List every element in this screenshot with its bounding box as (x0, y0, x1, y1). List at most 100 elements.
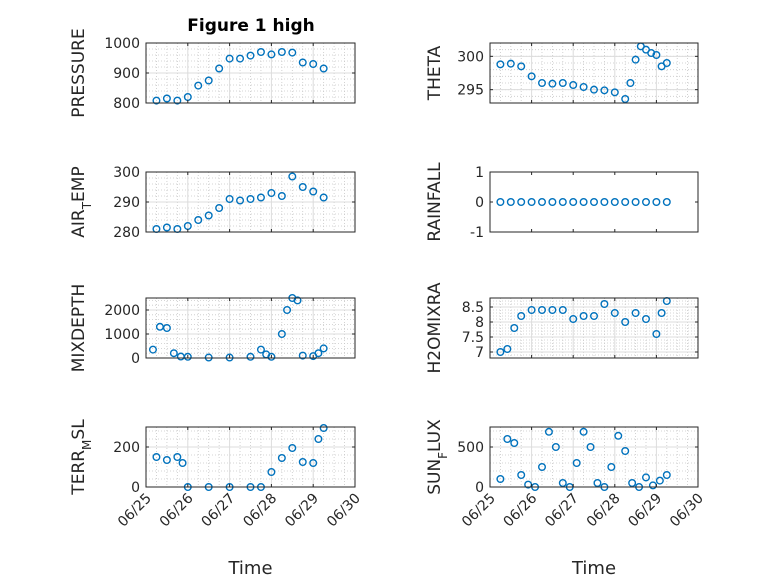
data-point (503, 435, 512, 444)
data-point (496, 475, 505, 484)
data-point (194, 215, 203, 224)
data-point (267, 352, 276, 361)
data-point (662, 59, 671, 68)
data-point (256, 345, 265, 354)
data-point (298, 182, 307, 191)
y-tick-label: 500 (457, 440, 484, 456)
data-point (586, 443, 595, 452)
axes-box (145, 426, 356, 488)
data-point (614, 431, 623, 440)
y-axis-label: AIRTEMP (69, 166, 94, 237)
data-point (621, 197, 630, 206)
data-point (527, 72, 536, 81)
x-axis-label: Time (227, 558, 272, 579)
data-point (288, 48, 297, 57)
data-point (314, 435, 323, 444)
data-point (544, 427, 553, 436)
y-axis-label: RAINFALL (425, 162, 445, 242)
data-point (319, 424, 328, 433)
data-point (246, 352, 255, 361)
y-tick-label: 900 (113, 66, 140, 82)
data-point (657, 309, 666, 318)
data-point (298, 351, 307, 360)
data-point (538, 463, 547, 472)
data-point (236, 54, 245, 63)
data-point (652, 51, 661, 60)
subplot-5: 0 1000 2000 MIXDEPTH (69, 284, 356, 372)
data-point (590, 312, 599, 321)
data-point (204, 76, 213, 85)
data-point (204, 211, 213, 220)
data-point (173, 96, 182, 105)
data-point (548, 197, 557, 206)
data-point (503, 345, 512, 354)
y-tick-label: 8 (475, 315, 484, 331)
data-point (178, 459, 187, 468)
data-point (517, 471, 526, 480)
data-point (579, 82, 588, 91)
data-point (662, 471, 671, 480)
data-point (194, 81, 203, 90)
data-point (169, 349, 178, 358)
data-point (569, 315, 578, 324)
data-point (538, 197, 547, 206)
y-tick-label: 0 (475, 480, 484, 496)
data-point (510, 439, 519, 448)
x-axis-label: Time (571, 558, 616, 579)
y-tick-label: 0 (131, 351, 140, 367)
y-tick-label: 7.5 (462, 330, 484, 346)
y-tick-label: 200 (113, 440, 140, 456)
data-point (267, 188, 276, 197)
data-point (551, 443, 560, 452)
data-point (652, 197, 661, 206)
data-point (215, 64, 224, 73)
y-tick-label: 1000 (104, 36, 140, 52)
y-axis-label: SUNFLUX (425, 419, 450, 495)
axes-box (489, 42, 699, 104)
data-point (590, 197, 599, 206)
data-point (319, 193, 328, 202)
data-point (590, 85, 599, 94)
data-point (173, 453, 182, 462)
data-point (283, 306, 292, 315)
data-point (162, 223, 171, 232)
data-point (569, 197, 578, 206)
data-point (527, 197, 536, 206)
data-point (517, 62, 526, 71)
subplot-4: -1 0 1 RAINFALL (425, 162, 699, 242)
data-point (288, 444, 297, 453)
subplot-2: 295 300 THETA (425, 42, 699, 104)
y-axis-label: H2OMIXRA (425, 282, 445, 373)
data-point (572, 459, 581, 468)
data-point (610, 309, 619, 318)
y-axis-label: PRESSURE (69, 28, 89, 117)
data-point (558, 306, 567, 315)
data-point (579, 427, 588, 436)
data-point (225, 194, 234, 203)
subplot-1: 800 900 1000 PRESSURE (69, 28, 356, 118)
data-point (267, 50, 276, 59)
data-point (558, 479, 567, 488)
data-point (579, 312, 588, 321)
y-tick-label: -1 (470, 225, 484, 241)
data-point (579, 197, 588, 206)
data-point (309, 459, 318, 468)
data-point (225, 54, 234, 63)
data-point (610, 197, 619, 206)
data-point (600, 300, 609, 309)
y-tick-label: 0 (131, 480, 140, 496)
axes-background (490, 172, 698, 232)
data-point (309, 187, 318, 196)
data-point (319, 344, 328, 353)
data-point (631, 197, 640, 206)
data-point (277, 191, 286, 200)
data-point (652, 330, 661, 339)
data-point (236, 196, 245, 205)
y-tick-label: 295 (457, 83, 484, 99)
data-point (642, 197, 651, 206)
data-point (538, 78, 547, 87)
data-point (496, 197, 505, 206)
data-point (607, 463, 616, 472)
data-point (288, 172, 297, 181)
y-tick-label: 7 (475, 345, 484, 361)
